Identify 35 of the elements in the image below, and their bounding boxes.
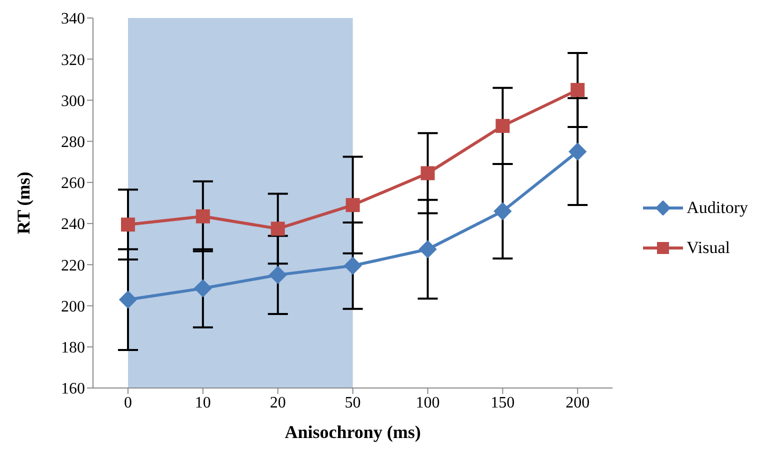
x-tick-label: 50	[344, 394, 361, 412]
y-tick-label: 320	[61, 52, 85, 69]
y-tick-label: 180	[61, 340, 85, 357]
point	[420, 166, 435, 180]
y-tick-label: 240	[61, 216, 85, 234]
point	[346, 198, 360, 212]
point	[568, 142, 587, 161]
point	[496, 118, 510, 133]
point	[118, 290, 138, 309]
point	[268, 266, 287, 284]
y-tick-label: 220	[61, 257, 85, 274]
point	[344, 256, 362, 275]
y-tick-label: 340	[61, 10, 85, 28]
legend-label: Auditory	[686, 198, 748, 218]
point	[570, 82, 585, 97]
point	[121, 218, 135, 232]
legend-label: Visual	[686, 238, 730, 258]
x-tick-label: 0	[124, 394, 132, 412]
x-axis-title: Anisochrony (ms)	[284, 422, 421, 442]
y-tick-label: 160	[61, 380, 85, 398]
y-axis-title: RT (ms)	[13, 172, 34, 234]
point	[494, 202, 512, 220]
point	[194, 279, 212, 298]
y-tick-label: 200	[61, 298, 85, 316]
point	[196, 209, 210, 224]
y-tick-label: 300	[61, 92, 85, 110]
x-tick-label: 200	[566, 394, 590, 412]
x-tick-label: 150	[490, 394, 515, 412]
point	[418, 240, 437, 258]
point	[270, 222, 285, 236]
x-tick-label: 10	[194, 394, 211, 412]
y-tick-label: 260	[61, 175, 85, 192]
y-tick-label: 280	[61, 134, 85, 152]
x-tick-label: 100	[416, 394, 440, 412]
x-tick-label: 20	[270, 394, 286, 412]
